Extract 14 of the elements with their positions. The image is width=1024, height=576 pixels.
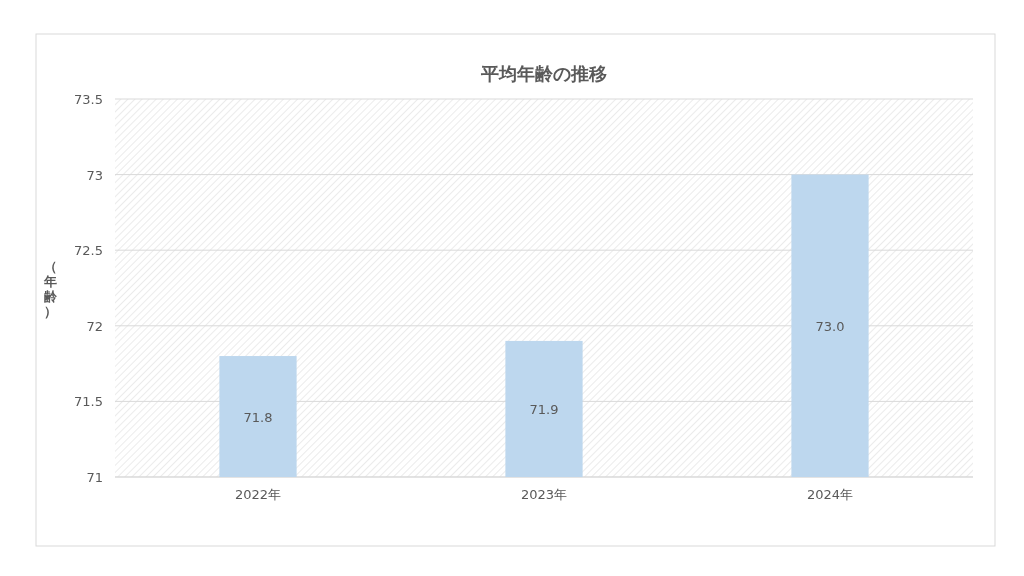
y-tick-label: 71.5: [74, 394, 103, 410]
data-label: 71.8: [243, 409, 273, 425]
x-tick-label: 2022年: [234, 487, 282, 502]
y-tick-label: 71: [86, 470, 103, 485]
y-tick-label: 72.5: [74, 243, 103, 259]
data-label: 71.9: [529, 401, 559, 417]
data-label: 73.0: [815, 318, 845, 334]
y-tick-label: 73: [86, 167, 103, 183]
y-axis-title: （年齢）: [42, 258, 58, 319]
y-tick-label: 73.5: [74, 92, 103, 107]
y-tick-label: 72: [86, 318, 103, 334]
x-tick-label: 2023年: [520, 487, 568, 502]
x-tick-label: 2024年: [806, 487, 854, 502]
chart-title: 平均年齢の推移: [480, 63, 607, 84]
